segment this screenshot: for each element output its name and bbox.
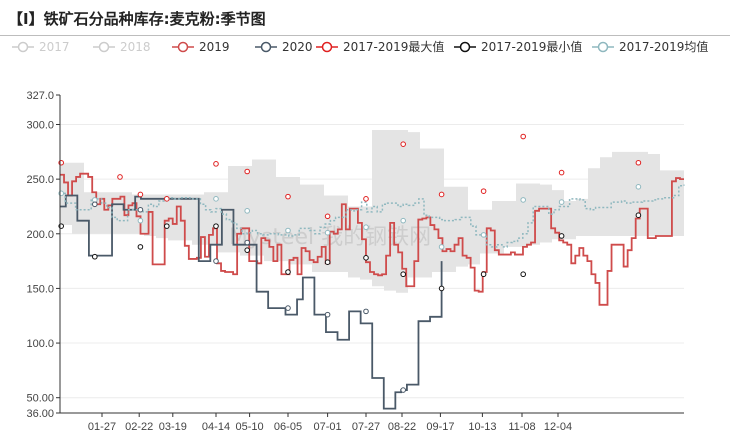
max-marker [285, 193, 291, 200]
avg-marker [558, 199, 565, 205]
avg-marker [244, 208, 250, 214]
x-tick-label: 06-05 [274, 421, 302, 433]
y-tick-label: 100.0 [26, 338, 54, 350]
max-marker [117, 174, 123, 180]
x-tick-label: 10-13 [468, 421, 496, 433]
avg-marker [213, 196, 219, 202]
min-marker [438, 285, 445, 292]
min-marker [480, 271, 487, 278]
series-2020-marker [244, 239, 250, 246]
max-marker [213, 161, 219, 167]
max-marker [480, 188, 487, 194]
min-marker [164, 223, 170, 229]
legend-circle-icon [597, 41, 609, 53]
legend-circle-icon [17, 41, 29, 53]
chart-title: 【I】铁矿石分品种库存:麦克粉:季节图 [8, 10, 266, 28]
legend-item-20172019[interactable]: 2017-2019最小值 [454, 39, 582, 54]
min-marker [92, 253, 98, 260]
x-tick-label: 12-04 [544, 421, 572, 433]
max-marker [164, 196, 170, 202]
min-marker [635, 212, 642, 219]
avg-marker [137, 217, 144, 224]
max-marker [137, 191, 144, 198]
max-marker [438, 191, 445, 198]
max-marker [558, 169, 565, 176]
avg-marker [480, 232, 487, 238]
series-2020-marker [285, 305, 291, 311]
series-2020-marker [137, 206, 144, 213]
y-tick-label: 50.00 [26, 393, 54, 405]
avg-marker [438, 244, 445, 250]
legend-label: 2017-2019最大值 [343, 39, 444, 54]
x-tick-label: 08-22 [388, 421, 416, 433]
x-tick-label: 03-19 [159, 421, 187, 433]
y-tick-label: 250.0 [26, 174, 54, 186]
min-marker [244, 247, 250, 253]
max-marker [400, 141, 407, 147]
min-marker [520, 271, 527, 278]
legend: 2017 2018 2019 2020 2017-2019最大值 2017-2019最小值… [12, 39, 708, 54]
legend-circle-icon [260, 41, 272, 53]
legend-circle-icon [321, 41, 333, 53]
series-2020-marker [213, 258, 219, 264]
series-line-20172019-avg [60, 184, 685, 248]
x-tick-label: 09-17 [426, 421, 454, 433]
legend-item-2020[interactable]: 2020 [255, 40, 313, 54]
min-marker [558, 233, 565, 239]
legend-item-20172019[interactable]: 2017-2019均值 [592, 39, 708, 54]
x-tick-label: 07-01 [314, 421, 342, 433]
avg-marker [324, 229, 331, 236]
legend-circle-icon [177, 41, 189, 53]
min-marker [285, 269, 291, 275]
legend-item-20172019[interactable]: 2017-2019最大值 [316, 39, 444, 54]
avg-marker [400, 217, 407, 224]
title-bar: 【I】铁矿石分品种库存:麦克粉:季节图 [0, 0, 730, 36]
series-line-2019 [60, 172, 684, 306]
min-marker [213, 223, 219, 229]
legend-circle-icon [459, 41, 471, 53]
y-tick-label: 36.00 [26, 408, 54, 420]
series-2020-marker [400, 387, 407, 393]
series-line-2020 [60, 194, 443, 410]
legend-item-2019[interactable]: 2019 [172, 40, 230, 54]
max-marker [363, 196, 369, 202]
legend-label: 2018 [120, 40, 151, 54]
x-tick-label: 02-22 [125, 421, 153, 433]
max-marker [635, 159, 642, 166]
avg-marker [635, 183, 642, 190]
x-tick-label: 05-10 [236, 421, 264, 433]
legend-label: 2017-2019均值 [619, 39, 708, 54]
y-tick-label: 150.0 [26, 283, 54, 295]
legend-item-2018[interactable]: 2018 [93, 40, 151, 54]
y-tick-label: 300.0 [26, 120, 54, 132]
x-tick-label: 01-27 [88, 421, 116, 433]
min-marker [400, 271, 407, 278]
x-tick-label: 07-27 [352, 421, 380, 433]
min-marker [363, 255, 369, 261]
min-marker [324, 259, 331, 265]
legend-label: 2017-2019最小值 [481, 39, 582, 54]
max-marker [324, 213, 331, 220]
y-tick-label: 327.0 [26, 90, 54, 102]
min-marker [137, 244, 144, 250]
x-tick-label: 11-08 [508, 421, 535, 433]
legend-label: 2017 [39, 40, 70, 54]
legend-circle-icon [98, 41, 110, 53]
legend-label: 2020 [282, 40, 313, 54]
series-2020-marker [92, 201, 98, 208]
max-marker [244, 168, 250, 175]
legend-label: 2019 [199, 40, 230, 54]
x-tick-label: 04-14 [202, 421, 230, 433]
y-tick-label: 200.0 [26, 229, 54, 241]
max-marker [520, 133, 527, 140]
series-2020-marker [324, 311, 331, 318]
legend-item-2017[interactable]: 2017 [12, 40, 70, 54]
avg-marker [363, 224, 369, 231]
avg-marker [520, 197, 527, 203]
avg-marker [285, 227, 291, 234]
series-2020-marker [363, 308, 369, 315]
